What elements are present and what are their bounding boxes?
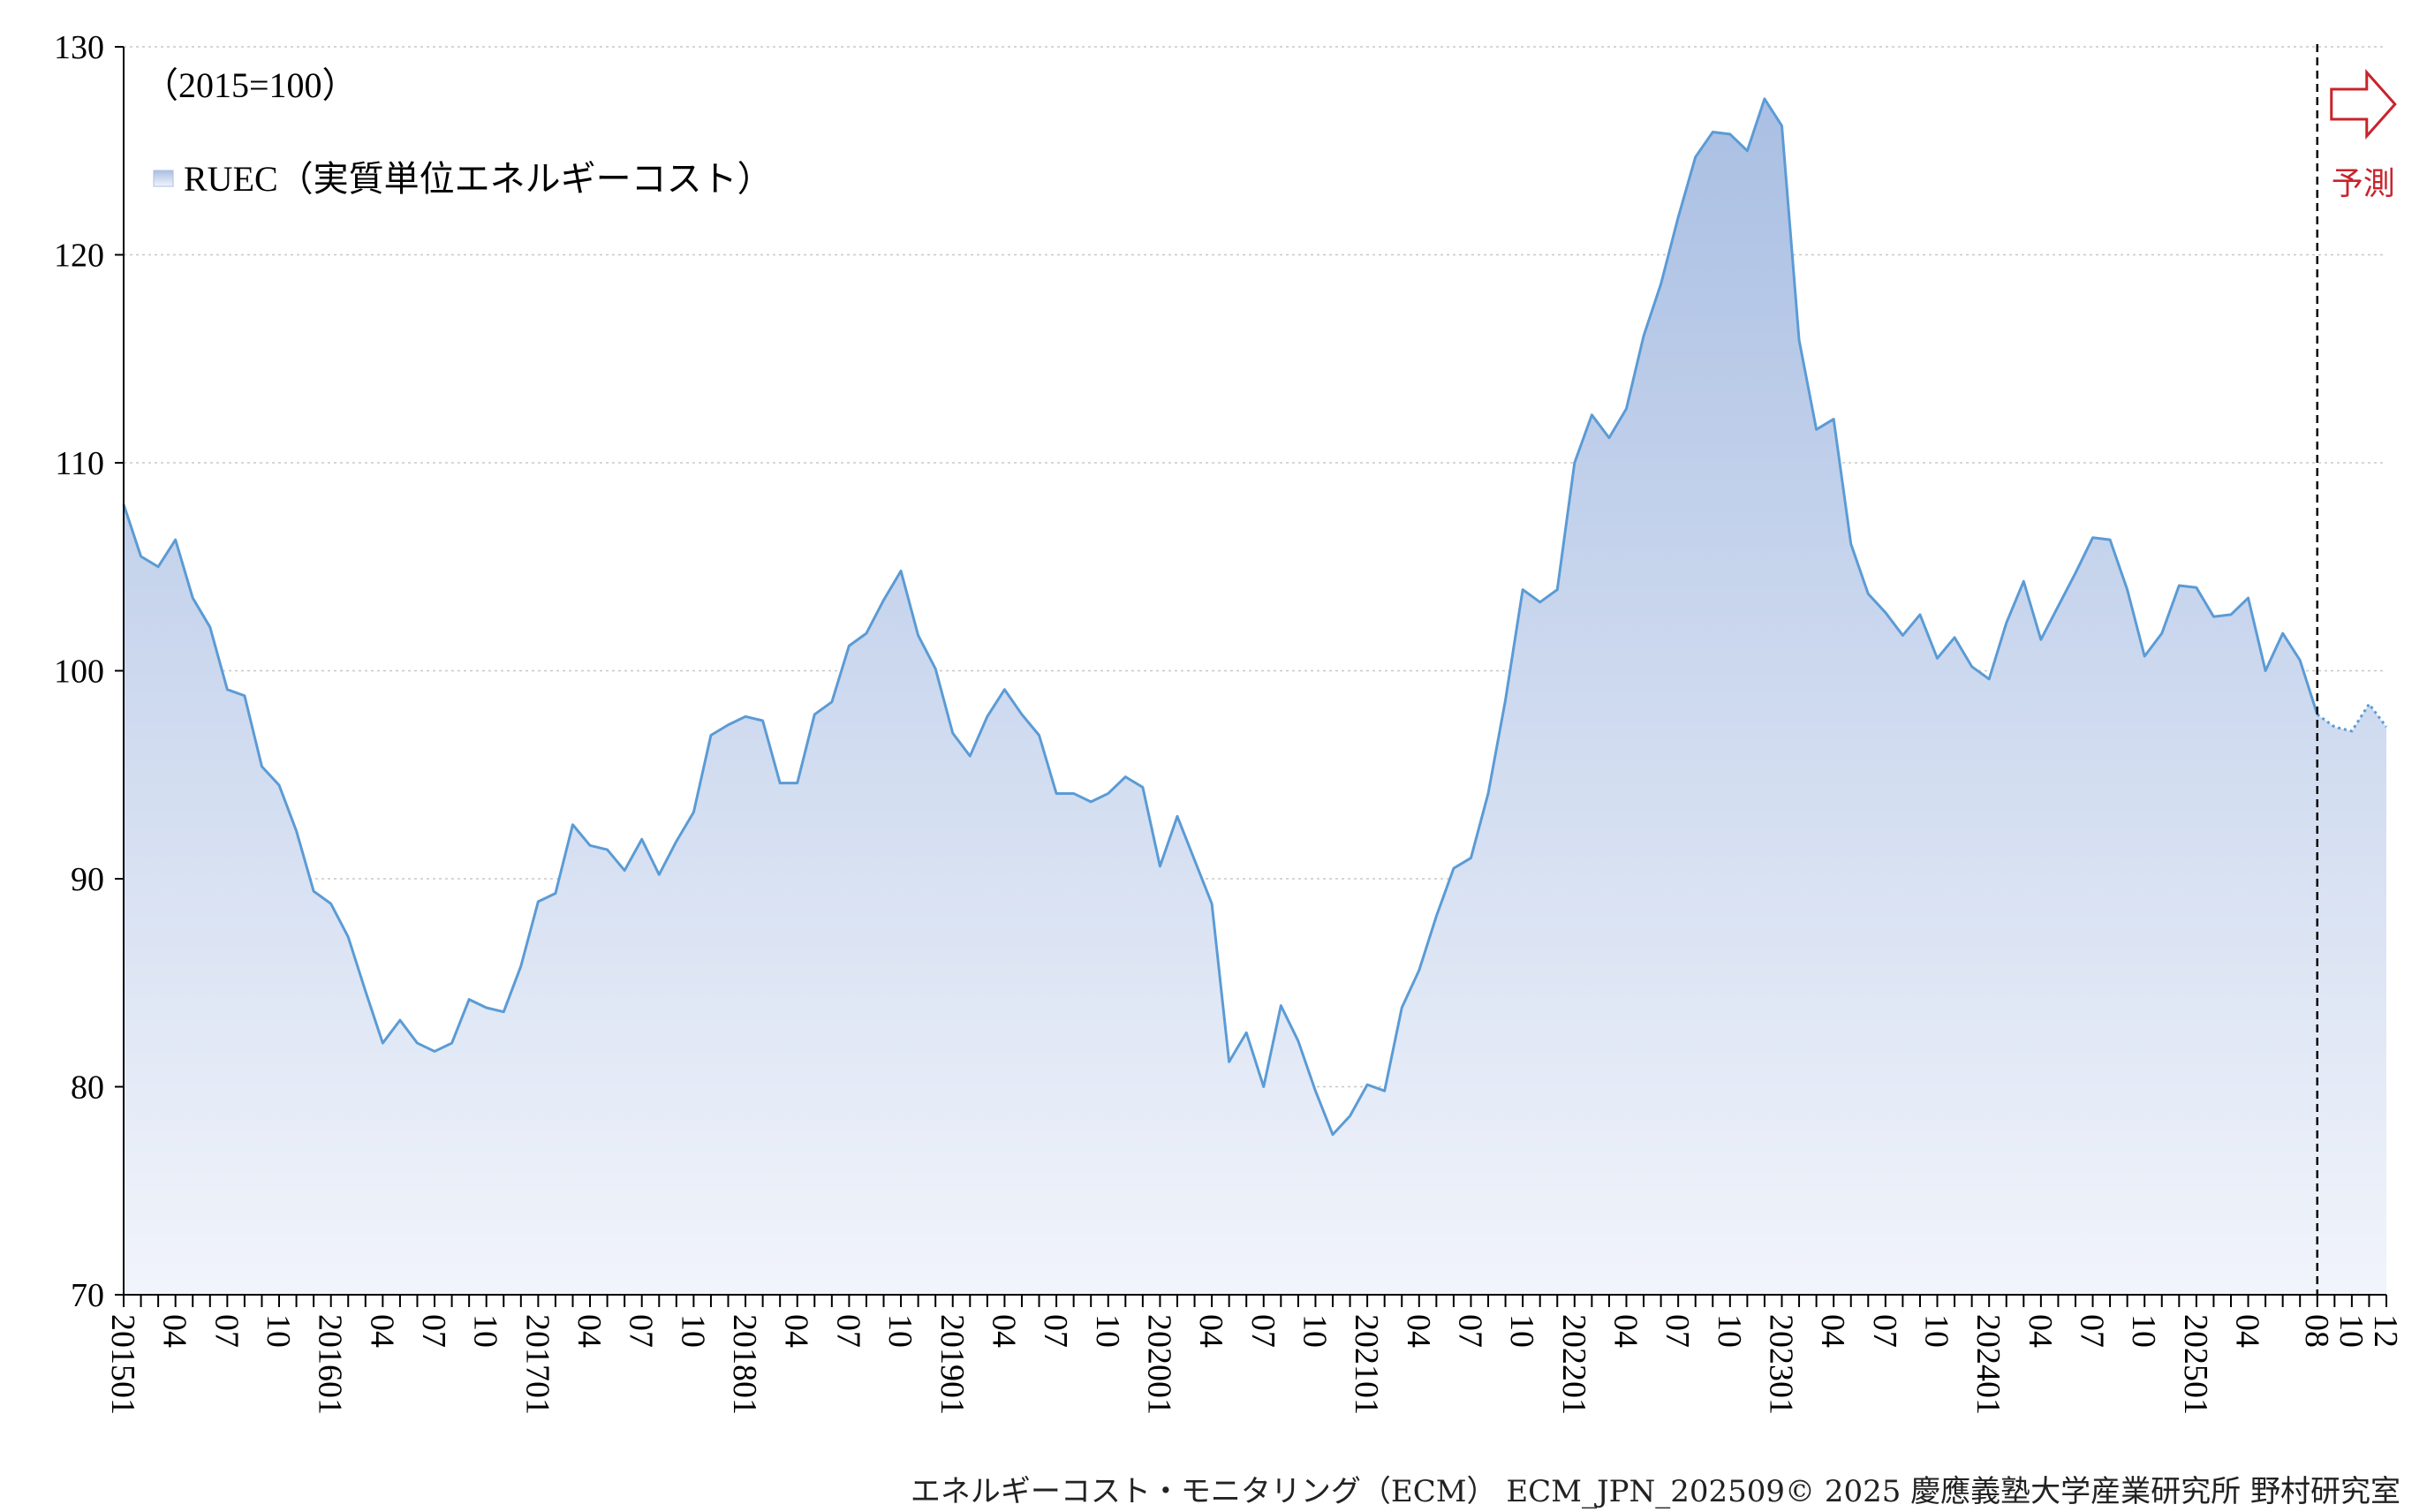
y-tick-label: 130 xyxy=(54,29,104,66)
y-tick-label: 120 xyxy=(54,238,104,275)
x-tick-label: 12 xyxy=(2367,1314,2404,1348)
x-tick-label: 07 xyxy=(415,1314,452,1348)
y-tick-label: 100 xyxy=(54,654,104,691)
footer-source: エネルギーコスト・モニタリング（ECM） ECM_JPN_202509© 202… xyxy=(911,1474,2401,1509)
x-tick-label: 10 xyxy=(1089,1314,1126,1348)
x-tick-label: 202401 xyxy=(1970,1314,2007,1415)
legend-label: RUEC（実質単位エネルギーコスト） xyxy=(184,159,773,199)
area-fill-path xyxy=(124,98,2386,1295)
y-tick-label: 80 xyxy=(71,1070,104,1107)
x-tick-label: 07 xyxy=(1451,1314,1488,1348)
x-tick-label: 10 xyxy=(674,1314,711,1348)
x-tick-label: 04 xyxy=(571,1314,608,1348)
x-tick-label: 04 xyxy=(1192,1314,1229,1348)
ruec-forecast-line xyxy=(2316,701,2388,733)
x-tick-label: 07 xyxy=(1037,1314,1074,1348)
x-tick-label: 202501 xyxy=(2177,1314,2214,1415)
x-tick-label: 07 xyxy=(623,1314,660,1348)
x-tick-label: 201601 xyxy=(312,1314,349,1415)
x-tick-label: 07 xyxy=(1244,1314,1282,1348)
x-tick-label: 10 xyxy=(881,1314,919,1348)
x-tick-label: 10 xyxy=(2332,1314,2370,1348)
base-note: （2015=100） xyxy=(143,65,358,105)
x-tick-label: 04 xyxy=(363,1314,400,1348)
x-tick-labels: 201501 04 07 10 201601 04 07 10 201701 04 07 10 2018… xyxy=(104,1314,2404,1415)
x-tick-label: 04 xyxy=(156,1314,193,1348)
x-tick-label: 10 xyxy=(2125,1314,2162,1348)
x-tick-label: 04 xyxy=(985,1314,1022,1348)
forecast-arrow-icon xyxy=(2330,69,2397,140)
x-tick-label: 10 xyxy=(1296,1314,1333,1348)
y-tick-labels: 70 80 90 100 110 120 130 xyxy=(54,29,104,1314)
y-tick-label: 90 xyxy=(71,861,104,898)
x-tick-label: 202301 xyxy=(1763,1314,1800,1415)
y-tick-label: 70 xyxy=(71,1277,104,1314)
legend-swatch xyxy=(153,170,174,187)
x-tick-label: 10 xyxy=(260,1314,297,1348)
x-tick-label: 10 xyxy=(1711,1314,1748,1348)
x-tick-label: 10 xyxy=(467,1314,504,1348)
forecast-marker: 予測 xyxy=(2316,44,2397,1295)
x-tick-label: 04 xyxy=(778,1314,815,1348)
x-tick-label: 07 xyxy=(829,1314,866,1348)
x-tick-label: 201701 xyxy=(518,1314,556,1415)
x-tick-label: 07 xyxy=(1659,1314,1696,1348)
y-tick-label: 110 xyxy=(55,445,104,482)
x-tick-label: 07 xyxy=(208,1314,245,1348)
x-tick-label: 04 xyxy=(2022,1314,2059,1348)
x-tick-label: 10 xyxy=(1503,1314,1540,1348)
x-tick-label: 07 xyxy=(2074,1314,2111,1348)
x-tick-label: 07 xyxy=(1866,1314,1903,1348)
x-tick-label: 04 xyxy=(1814,1314,1851,1348)
x-tick-label: 10 xyxy=(1918,1314,1955,1348)
x-tick-label: 201501 xyxy=(104,1314,141,1415)
axes xyxy=(115,46,2387,1307)
x-tick-label: 04 xyxy=(2229,1314,2266,1348)
area-fill xyxy=(124,98,2386,1295)
x-tick-label: 202001 xyxy=(1140,1314,1177,1415)
series-lines xyxy=(122,97,2388,1137)
x-tick-label: 201801 xyxy=(726,1314,763,1415)
forecast-label: 予測 xyxy=(2332,166,2395,202)
x-tick-label: 201901 xyxy=(934,1314,971,1415)
x-tick-label: 04 xyxy=(1400,1314,1437,1348)
x-tick-label: 08 xyxy=(2298,1314,2335,1348)
ruec-line xyxy=(122,97,2319,1137)
x-tick-label: 04 xyxy=(1607,1314,1644,1348)
x-tick-label: 202101 xyxy=(1348,1314,1385,1415)
x-tick-label: 202201 xyxy=(1555,1314,1592,1415)
